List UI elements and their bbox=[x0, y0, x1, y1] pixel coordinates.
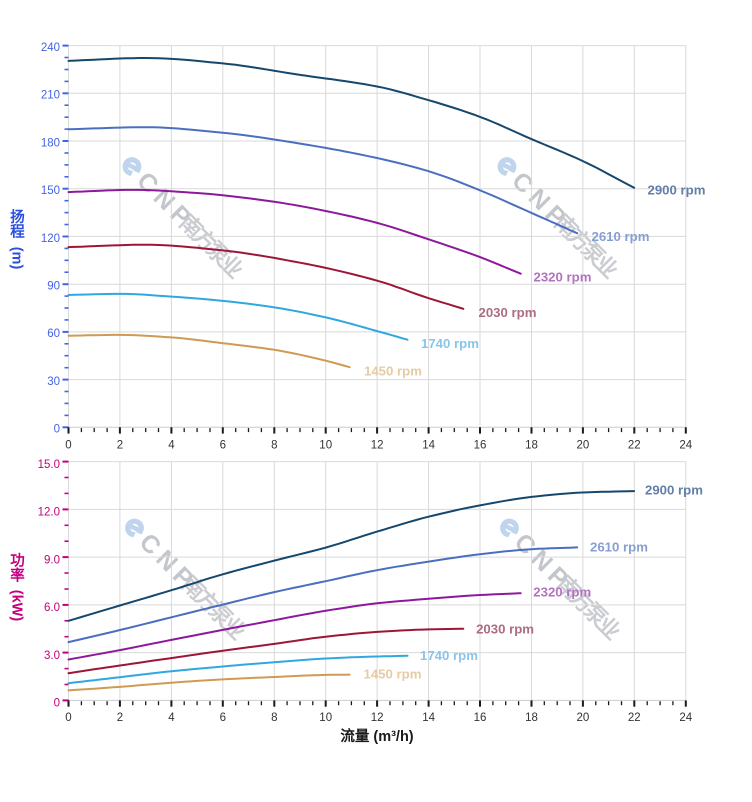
svg-text:2610 rpm: 2610 rpm bbox=[590, 539, 648, 554]
svg-text:2900 rpm: 2900 rpm bbox=[648, 182, 706, 197]
svg-text:240: 240 bbox=[41, 42, 60, 54]
svg-text:6.0: 6.0 bbox=[44, 602, 60, 614]
svg-text:20: 20 bbox=[577, 440, 590, 452]
svg-text:扬: 扬 bbox=[10, 208, 25, 226]
svg-text:功: 功 bbox=[10, 553, 25, 570]
svg-text:0: 0 bbox=[54, 424, 60, 436]
svg-text:程: 程 bbox=[10, 224, 25, 241]
svg-text:1450 rpm: 1450 rpm bbox=[364, 667, 422, 682]
svg-text:8: 8 bbox=[271, 712, 277, 724]
svg-text:4: 4 bbox=[168, 712, 175, 724]
svg-text:2: 2 bbox=[117, 712, 123, 724]
svg-text:9.0: 9.0 bbox=[44, 554, 60, 566]
svg-text:12: 12 bbox=[371, 712, 384, 724]
svg-text:2: 2 bbox=[117, 440, 123, 452]
svg-text:14: 14 bbox=[422, 440, 435, 452]
svg-text:0: 0 bbox=[65, 712, 71, 724]
svg-text:15.0: 15.0 bbox=[38, 459, 60, 471]
svg-text:2030 rpm: 2030 rpm bbox=[479, 305, 537, 320]
svg-text:18: 18 bbox=[525, 712, 538, 724]
svg-text:4: 4 bbox=[168, 440, 175, 452]
svg-text:2610 rpm: 2610 rpm bbox=[592, 229, 650, 244]
svg-text:2030 rpm: 2030 rpm bbox=[476, 621, 534, 636]
svg-text:(m): (m) bbox=[9, 247, 25, 270]
svg-text:2900 rpm: 2900 rpm bbox=[645, 483, 703, 498]
svg-text:2320 rpm: 2320 rpm bbox=[533, 585, 591, 600]
svg-text:率: 率 bbox=[10, 567, 25, 585]
svg-text:22: 22 bbox=[628, 712, 641, 724]
svg-text:150: 150 bbox=[41, 185, 60, 197]
svg-text:16: 16 bbox=[474, 712, 487, 724]
svg-text:10: 10 bbox=[319, 712, 332, 724]
svg-text:14: 14 bbox=[422, 712, 435, 724]
svg-text:16: 16 bbox=[474, 440, 487, 452]
svg-text:30: 30 bbox=[47, 376, 60, 388]
svg-text:90: 90 bbox=[47, 281, 60, 293]
svg-text:10: 10 bbox=[319, 440, 332, 452]
svg-text:3.0: 3.0 bbox=[44, 650, 60, 662]
svg-text:1740 rpm: 1740 rpm bbox=[420, 648, 478, 663]
svg-text:12.0: 12.0 bbox=[38, 507, 60, 519]
svg-text:20: 20 bbox=[577, 712, 590, 724]
svg-text:6: 6 bbox=[220, 440, 226, 452]
svg-text:0: 0 bbox=[65, 440, 71, 452]
svg-text:24: 24 bbox=[679, 712, 692, 724]
svg-text:12: 12 bbox=[371, 440, 384, 452]
svg-text:0: 0 bbox=[54, 698, 60, 710]
svg-text:8: 8 bbox=[271, 440, 277, 452]
svg-text:22: 22 bbox=[628, 440, 641, 452]
svg-text:(kW): (kW) bbox=[9, 590, 25, 622]
svg-text:24: 24 bbox=[679, 440, 692, 452]
svg-text:180: 180 bbox=[41, 137, 60, 149]
svg-text:1450 rpm: 1450 rpm bbox=[364, 363, 422, 378]
svg-text:120: 120 bbox=[41, 233, 60, 245]
svg-text:流量 (m³/h): 流量 (m³/h) bbox=[340, 727, 413, 745]
svg-text:1740 rpm: 1740 rpm bbox=[421, 336, 479, 351]
svg-text:6: 6 bbox=[220, 712, 226, 724]
svg-text:2320 rpm: 2320 rpm bbox=[534, 270, 592, 285]
svg-text:60: 60 bbox=[47, 328, 60, 340]
svg-text:18: 18 bbox=[525, 440, 538, 452]
svg-text:210: 210 bbox=[41, 90, 60, 102]
